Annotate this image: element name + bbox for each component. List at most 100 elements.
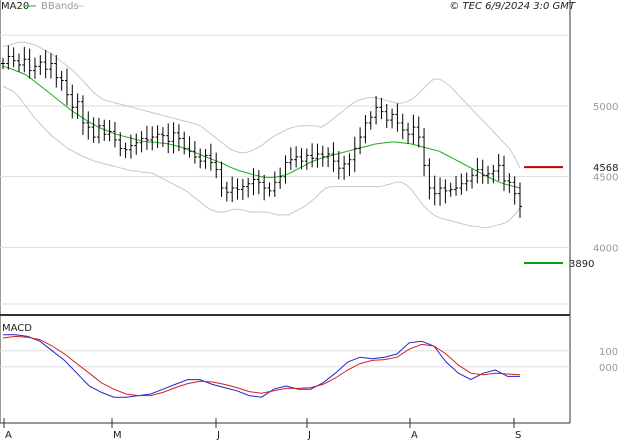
resistance-label: 4568 [593,163,618,174]
price-tick-label: 4500 [593,173,618,184]
price-bar [80,95,85,135]
macd-lines [2,334,521,398]
price-bar [246,177,251,198]
bollinger-bands [2,41,521,229]
price-bar [304,148,309,170]
price-bar [144,125,149,150]
price-bar [198,148,203,169]
x-tick-label: A [411,430,418,440]
price-bar [491,164,496,184]
price-bar [422,128,427,177]
x-tick-label: J [307,430,311,440]
bbands-upper-line [2,41,521,169]
macd-title: MACD [2,323,32,334]
ma-legend-label: MA20 [1,1,29,12]
ma20-line [2,65,521,189]
price-bar [1,57,5,70]
price-bar [475,157,480,184]
price-bar [187,136,192,158]
price-bar [150,126,155,151]
price-bar [64,68,69,106]
price-bar [454,175,459,196]
timestamp: © TEC 6/9/2024 3:0 GMT [449,1,576,12]
macd-tick-label: 000 [599,363,618,374]
x-tick-label: M [113,430,122,440]
price-bar [160,127,165,147]
price-bar [139,131,144,153]
x-tick-label: J [216,430,220,440]
price-bar [443,179,448,204]
price-bar [283,155,288,184]
price-tick-label: 5000 [593,102,618,113]
price-bar [400,113,405,140]
price-bar [299,148,304,170]
price-bar [432,175,437,206]
price-bar [224,181,229,202]
price-bar [86,111,91,140]
price-bar [75,93,80,119]
price-bar [368,111,373,130]
price-bar [91,117,96,143]
price-bar [459,173,464,195]
price-bar [54,55,59,88]
price-bar [240,178,245,201]
macd-gridlines [0,350,570,368]
price-bar [235,178,240,200]
price-bar [315,143,320,168]
price-bar [22,46,27,73]
price-bar [262,174,267,201]
price-bar [256,170,261,195]
price-bar [395,103,400,132]
price-bar [166,123,171,154]
price-bar [102,119,107,141]
price-bar [416,116,421,148]
price-bar [219,161,224,197]
price-bar [59,71,64,91]
price-bar [502,155,507,192]
price-bar [208,143,213,171]
price-bar [230,176,235,203]
price-bar [342,155,347,180]
price-bar [427,158,432,200]
price-bar [347,153,352,176]
price-bar [203,148,208,169]
price-bar [320,145,325,167]
price-bar [326,147,331,168]
price-bar [470,168,475,189]
price-bar [155,125,160,148]
price-bar [406,122,411,144]
price-bar [331,142,336,172]
price-bar [112,121,117,148]
price-bar [214,152,219,179]
price-bar [251,168,256,196]
x-tick-label: S [515,430,521,440]
price-bar [336,151,341,180]
bbands-lower-line [2,85,521,229]
price-bar [363,115,368,144]
price-bar [118,132,123,157]
price-bar [16,53,21,72]
price-bar [128,134,133,159]
price-bar [6,45,11,70]
price-bar [171,122,176,154]
macd-tick-label: 100 [599,347,618,358]
price-bar [107,120,112,142]
price-bar [11,47,16,68]
price-bar [512,176,517,205]
price-bar [27,48,32,79]
price-bar [43,49,48,79]
price-bar [70,84,75,119]
price-bar [134,133,139,155]
price-tick-label: 4000 [593,243,618,254]
price-bar [294,146,299,168]
price-bar [438,177,443,206]
bbands-legend-label: BBands [41,1,79,12]
price-bar [486,165,491,185]
price-bar [278,167,283,189]
price-bar [96,117,101,144]
price-bar [496,153,501,181]
price-bar [272,171,277,197]
price-bar [384,103,389,129]
